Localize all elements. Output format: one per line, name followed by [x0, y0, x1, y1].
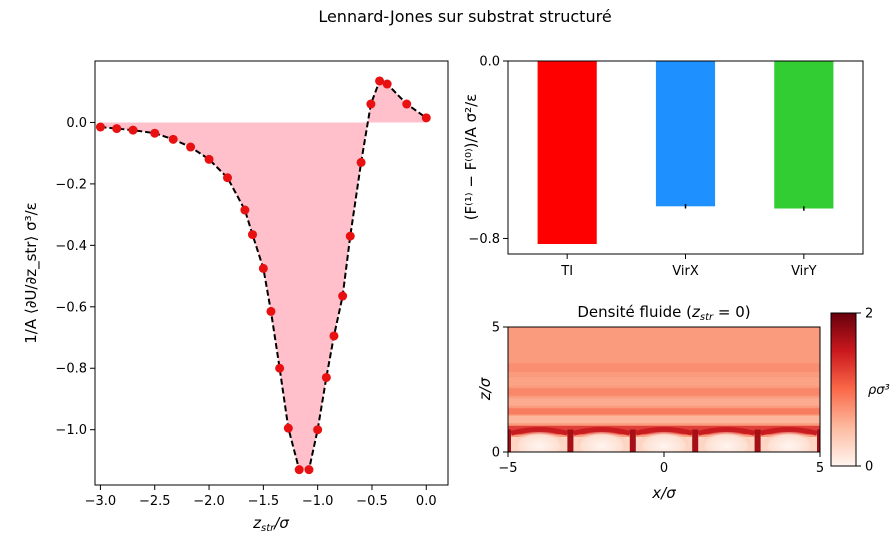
data-point	[266, 306, 276, 316]
area-fill	[100, 80, 427, 470]
heatmap-y-label: z/σ	[476, 377, 494, 401]
y-tick-label: −1.0	[55, 423, 87, 438]
data-markers	[95, 76, 431, 475]
bar-ti	[537, 61, 597, 245]
heatmap-x-label: x/σ	[651, 484, 676, 502]
data-point	[345, 231, 355, 241]
svg-text:z/σ: z/σ	[476, 377, 494, 401]
svg-text:(F⁽¹⁾ − F⁽⁰⁾)/A σ²/ε: (F⁽¹⁾ − F⁽⁰⁾)/A σ²/ε	[462, 94, 480, 221]
x-tick-label: −0.5	[356, 494, 388, 509]
data-point	[240, 205, 250, 215]
bar-x-ticks: TI VirX VirY	[560, 254, 817, 279]
free-energy-bar-panel: TI VirX VirY 0.0 −0.8 (F⁽¹⁾ − F⁽⁰⁾)/A σ²/ε	[462, 55, 864, 279]
data-point	[421, 113, 431, 123]
data-point	[402, 99, 412, 109]
data-point	[168, 134, 178, 144]
bar-y-axis-label: (F⁽¹⁾ − F⁽⁰⁾)/A σ²/ε	[462, 94, 480, 221]
data-point	[150, 128, 160, 138]
density-heatmap-panel: Densité fluide (zstr = 0) −5 0 5 05 x/σ z/…	[476, 303, 890, 502]
bar-y-tick-label: 0.0	[479, 55, 500, 70]
y-tick-label: −0.4	[55, 239, 87, 254]
y-tick-label: −0.6	[55, 300, 87, 315]
data-point	[313, 425, 323, 435]
heatmap-x-tick-label: −5	[498, 461, 517, 476]
x-tick-label: 0.0	[416, 494, 437, 509]
data-point	[338, 291, 348, 301]
heatmap-y-tick-label: 5	[492, 321, 500, 336]
data-point	[283, 423, 293, 433]
colorbar-tick-label: 0	[865, 460, 873, 475]
area-fill-path	[100, 80, 427, 470]
data-point	[258, 263, 268, 273]
heatmap-y-ticks: 05	[492, 321, 508, 461]
heatmap-x-tick-label: 5	[816, 461, 824, 476]
bars	[537, 61, 834, 245]
y-ticks: 0.0 −0.2 −0.4 −0.6 −0.8 −1.0	[55, 116, 95, 438]
colorbar-tick-label: 2	[865, 307, 873, 322]
x-tick-label: −2.0	[193, 494, 225, 509]
x-tick-label: −1.5	[248, 494, 280, 509]
heatmap-y-tick-label: 0	[492, 446, 500, 461]
heatmap-x-ticks: −5 0 5	[498, 452, 824, 476]
colorbar	[830, 312, 857, 467]
data-point	[204, 154, 214, 164]
y-tick-label: −0.2	[55, 177, 87, 192]
data-point	[294, 465, 304, 475]
bar-virx	[655, 61, 716, 207]
axes-frame	[94, 60, 449, 486]
heatmap-image	[508, 327, 820, 452]
heatmap-title: Densité fluide (zstr = 0)	[577, 303, 750, 323]
figure-title: Lennard-Jones sur substrat structuré	[318, 7, 611, 26]
data-point	[329, 331, 339, 341]
y-tick-label: −0.8	[55, 362, 87, 377]
heatmap-x-tick-label: 0	[660, 461, 668, 476]
colorbar-label: ρσ³	[868, 383, 890, 398]
svg-text:1/A ⟨∂U/∂z_str⟩ σ³/ε: 1/A ⟨∂U/∂z_str⟩ σ³/ε	[22, 202, 41, 344]
x-ticks: −3.0 −2.5 −2.0 −1.5 −1.0 −0.5 0.0	[85, 485, 437, 509]
bar-y-tick-label: −0.8	[468, 232, 500, 247]
data-point	[321, 372, 331, 382]
x-tick-label: −1.0	[302, 494, 334, 509]
bar-category-label: VirY	[791, 264, 817, 279]
x-tick-label: −3.0	[85, 494, 117, 509]
data-point	[356, 157, 366, 167]
data-point	[95, 122, 105, 132]
data-point	[366, 99, 376, 109]
data-point	[304, 465, 314, 475]
x-axis-label: zstr/σ	[252, 514, 289, 534]
bar-y-ticks: 0.0 −0.8	[468, 55, 508, 247]
bar-category-label: TI	[560, 264, 573, 279]
x-tick-label: −2.5	[139, 494, 171, 509]
data-point	[275, 363, 285, 373]
bar-viry	[774, 61, 834, 209]
data-point	[247, 230, 257, 240]
y-tick-label: 0.0	[66, 116, 87, 131]
data-point	[128, 125, 138, 135]
data-point	[223, 173, 233, 183]
data-point	[112, 124, 122, 134]
colorbar-ticks: 02	[856, 307, 873, 475]
data-point	[382, 79, 392, 89]
bar-category-label: VirX	[672, 264, 699, 279]
data-point	[186, 142, 196, 152]
force-curve-panel: −3.0 −2.5 −2.0 −1.5 −1.0 −0.5 0.0 0.0 −0.2 −0.4 −…	[22, 60, 449, 534]
data-point	[375, 76, 385, 86]
y-axis-label: 1/A ⟨∂U/∂z_str⟩ σ³/ε	[22, 202, 41, 344]
